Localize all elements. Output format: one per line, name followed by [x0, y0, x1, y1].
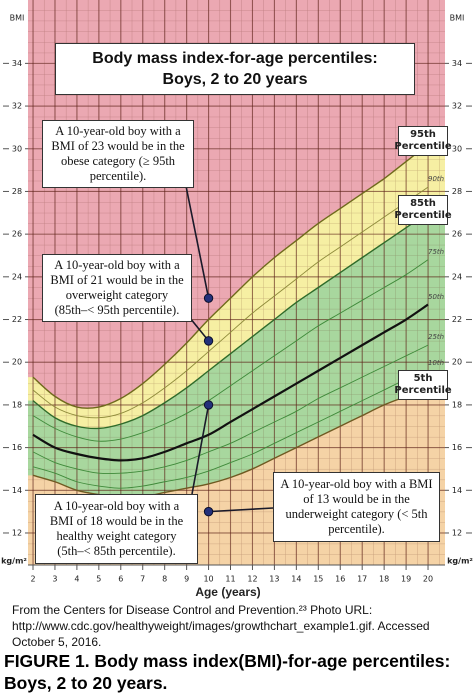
y-tick-label: 30 [12, 144, 22, 153]
percentile-line [32, 344, 429, 475]
y-tick-label-right: 26 [452, 230, 462, 239]
x-tick-label: 19 [401, 575, 411, 584]
x-tick-label: 9 [184, 575, 189, 584]
y-tick-label-right: 18 [452, 400, 462, 409]
percentile-label: 90th [428, 175, 445, 184]
percentile-label: 85th Percentile [394, 194, 452, 225]
percentile-line [32, 370, 429, 489]
y-tick-label-right: 16 [452, 443, 462, 452]
y-tick-label-right: 20 [452, 358, 462, 367]
x-tick-label: 7 [140, 575, 145, 584]
y-tick-label-right: 22 [452, 315, 462, 324]
x-tick-label: 11 [225, 575, 235, 584]
data-point [203, 336, 214, 346]
annotation-box: A 10-year-old boy with a BMI of 23 would… [42, 120, 194, 188]
y-tick-label-right: 14 [452, 486, 462, 495]
percentile-label: 75th [428, 247, 445, 256]
percentile-label: 50th [428, 292, 445, 301]
source-note: From the Centers for Disease Control and… [12, 603, 430, 649]
y-tick-label-right: 12 [452, 528, 462, 537]
y-axis-label-right: BMI [450, 14, 465, 23]
x-tick-label: 15 [313, 575, 323, 584]
x-tick-label: 10 [203, 575, 213, 584]
percentile-line [32, 212, 429, 430]
percentile-line [32, 259, 429, 442]
percentile-label: 10th [428, 358, 445, 367]
data-point [203, 400, 214, 410]
y-tick-label: 16 [12, 443, 22, 452]
y-tick-label: 26 [12, 230, 22, 239]
percentile-line [32, 143, 429, 409]
x-tick-label: 16 [335, 575, 345, 584]
percentile-label: 95th Percentile [394, 126, 452, 157]
y-tick-label: 24 [12, 272, 22, 281]
x-tick-label: 17 [357, 575, 367, 584]
percentile-label: 5th Percentile [394, 369, 452, 400]
annotation-box: A 10-year-old boy with a BMI of 13 would… [273, 472, 440, 542]
y-tick-label: 20 [12, 358, 22, 367]
y-tick-label-right: 30 [452, 144, 462, 153]
percentile-line [32, 303, 429, 462]
y-axis-label: BMI [10, 14, 25, 23]
figure-caption: FIGURE 1. Body mass index(BMI)-for-age p… [4, 651, 451, 693]
x-tick-label: 2 [30, 575, 35, 584]
x-tick-label: 13 [269, 575, 279, 584]
data-point [203, 506, 214, 517]
x-axis-label: Age (years) [195, 585, 260, 599]
percentile-line [32, 186, 429, 419]
chart-subtitle: Boys, 2 to 20 years [162, 71, 308, 88]
y-tick-label-right: 24 [452, 272, 462, 281]
leader-line [208, 507, 274, 513]
data-point [203, 293, 214, 303]
x-tick-label: 4 [74, 575, 79, 584]
y-tick-label: 22 [12, 315, 22, 324]
y-tick-label: 14 [12, 486, 22, 495]
y-tick-label: 32 [12, 102, 22, 111]
x-tick-label: 12 [247, 575, 257, 584]
x-tick-label: 5 [96, 575, 101, 584]
leader-line [185, 185, 210, 299]
y-tick-label: 28 [12, 187, 22, 196]
leader-line [189, 317, 210, 342]
x-tick-label: 8 [162, 575, 167, 584]
y-tick-label: 18 [12, 400, 22, 409]
title-box: Body mass index-for-age percentiles: Boy… [55, 43, 415, 95]
chart-title: Body mass index-for-age percentiles: [92, 50, 378, 67]
x-tick-label: 6 [118, 575, 123, 584]
y-tick-label-right: 32 [452, 102, 462, 111]
annotation-box: A 10-year-old boy with a BMI of 21 would… [42, 254, 192, 322]
x-tick-label: 18 [379, 575, 389, 584]
y-axis-unit: kg/m² [1, 557, 27, 566]
x-tick-label: 20 [423, 575, 433, 584]
annotation-box: A 10-year-old boy with a BMI of 18 would… [35, 494, 198, 564]
y-tick-label: 34 [12, 59, 22, 68]
x-tick-label: 14 [291, 575, 301, 584]
y-tick-label: 12 [12, 528, 22, 537]
x-tick-label: 3 [52, 575, 57, 584]
y-axis-unit-right: kg/m² [447, 557, 473, 566]
percentile-label: 25th [428, 333, 445, 342]
leader-line [191, 404, 210, 495]
y-tick-label-right: 34 [452, 59, 462, 68]
y-tick-label-right: 28 [452, 187, 462, 196]
